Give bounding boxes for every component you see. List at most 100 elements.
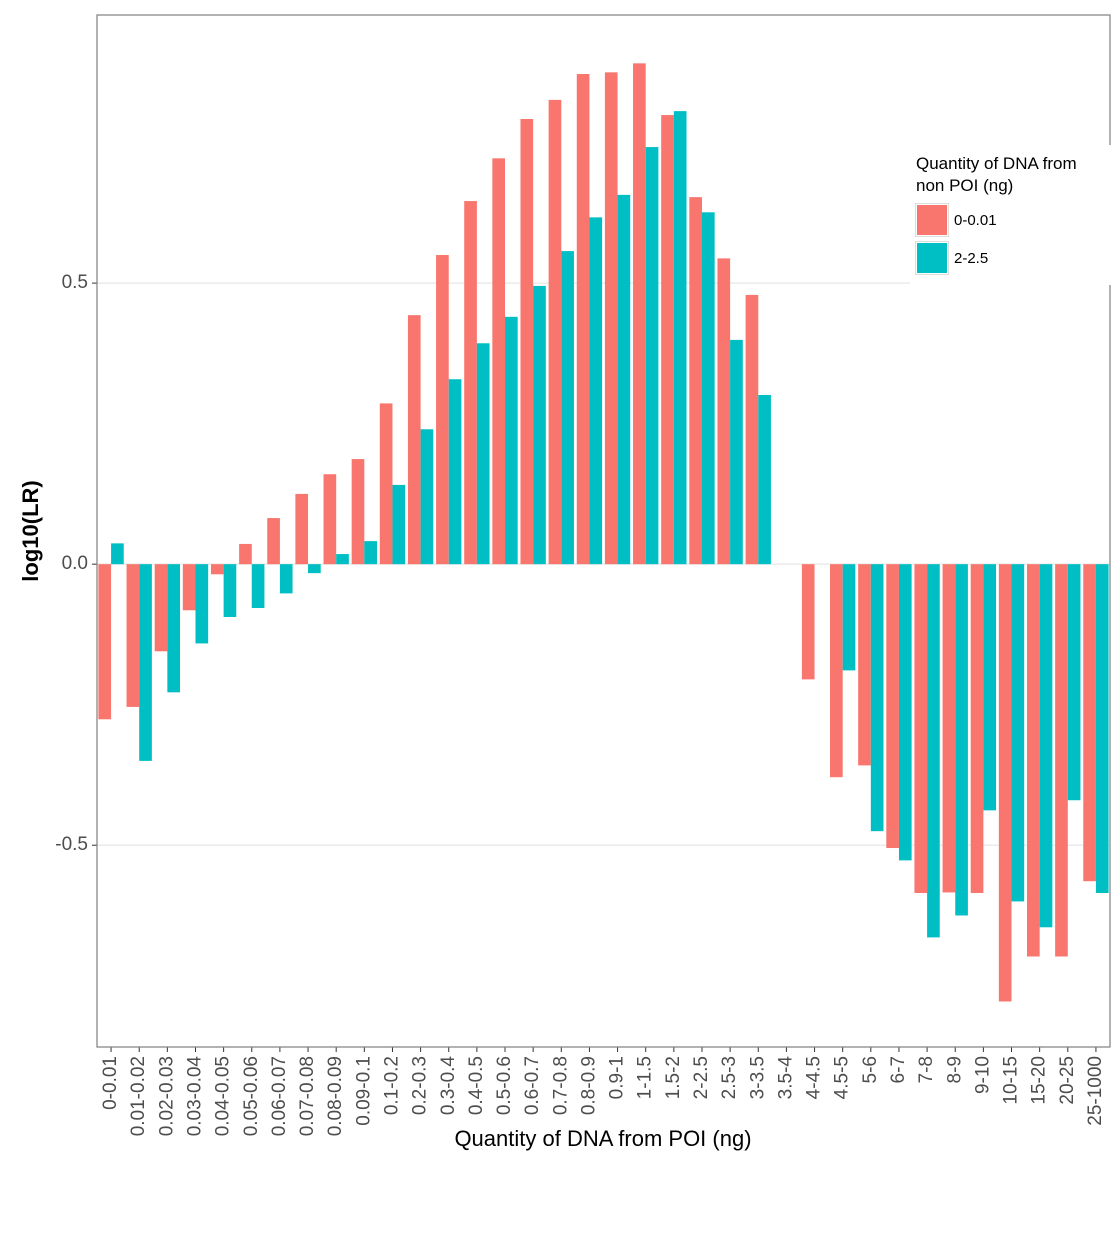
bar xyxy=(604,72,618,565)
bar xyxy=(998,564,1012,1002)
x-tick-label: 0.06-0.07 xyxy=(269,1056,290,1136)
bar xyxy=(1095,564,1109,893)
bar xyxy=(351,459,365,565)
bar xyxy=(689,197,702,565)
x-tick-label: 0-0.01 xyxy=(100,1056,121,1110)
bar xyxy=(983,564,997,811)
bar xyxy=(420,429,434,565)
x-tick-label: 15-20 xyxy=(1029,1056,1050,1105)
bar xyxy=(730,339,743,565)
bar xyxy=(182,564,196,611)
bar xyxy=(111,543,124,565)
x-tick-label: 1-1.5 xyxy=(635,1056,656,1099)
x-tick-label: 0.2-0.3 xyxy=(410,1056,431,1115)
bar xyxy=(126,564,140,707)
legend-item: 2-2.5 xyxy=(915,239,1113,277)
x-tick-label: 6-7 xyxy=(888,1056,909,1083)
bar xyxy=(661,115,674,565)
x-tick-label: 0.8-0.9 xyxy=(578,1056,599,1115)
x-tick-label: 4.5-5 xyxy=(832,1056,853,1099)
plot-border xyxy=(96,14,1111,1048)
x-tick-label: 2-2.5 xyxy=(691,1056,712,1099)
x-tick-label: 0.9-1 xyxy=(607,1056,628,1099)
bar xyxy=(98,564,112,720)
x-tick-label: 0.04-0.05 xyxy=(213,1056,234,1136)
x-tick-label: 10-15 xyxy=(1001,1056,1022,1105)
bar xyxy=(520,118,534,565)
x-tick-label: 0.08-0.09 xyxy=(325,1056,346,1136)
bar xyxy=(336,554,349,565)
bar xyxy=(886,564,899,849)
bar xyxy=(533,285,546,565)
x-tick-label: 25-1000 xyxy=(1085,1056,1106,1126)
bar xyxy=(154,564,168,652)
x-tick-label: 5-6 xyxy=(860,1056,881,1083)
bar xyxy=(842,564,856,671)
bar xyxy=(970,564,984,893)
bar xyxy=(379,403,393,565)
bar xyxy=(476,343,490,565)
y-tick-label: 0.0 xyxy=(62,553,88,574)
x-tick-label: 0.4-0.5 xyxy=(466,1056,487,1115)
x-tick-label: 0.07-0.08 xyxy=(297,1056,318,1136)
bar xyxy=(1067,564,1081,801)
bar xyxy=(239,543,252,565)
bar xyxy=(898,564,912,861)
bar xyxy=(561,251,574,565)
legend-item: 0-0.01 xyxy=(915,201,1113,239)
x-tick-label: 0.5-0.6 xyxy=(494,1056,515,1115)
bar xyxy=(858,564,871,766)
bar xyxy=(323,474,337,565)
x-tick-label: 0.3-0.4 xyxy=(438,1056,459,1116)
bar xyxy=(927,564,940,938)
bar xyxy=(548,99,562,565)
bar xyxy=(955,564,968,916)
x-tick-label: 1.5-2 xyxy=(663,1056,684,1099)
x-tick-label: 8-9 xyxy=(944,1056,965,1083)
bar xyxy=(1039,564,1053,928)
bar xyxy=(392,484,406,565)
x-tick-label: 3.5-4 xyxy=(775,1056,796,1100)
bar xyxy=(279,564,293,594)
x-tick-label: 4-4.5 xyxy=(804,1056,825,1099)
bar xyxy=(267,518,280,565)
bar xyxy=(492,158,506,565)
bar xyxy=(167,564,181,693)
bar xyxy=(717,258,731,565)
x-tick-label: 0.05-0.06 xyxy=(241,1056,262,1136)
y-tick-label: -0.5 xyxy=(55,834,88,855)
x-tick-label: 20-25 xyxy=(1057,1056,1078,1105)
bar xyxy=(801,564,815,680)
bar xyxy=(617,194,631,565)
bar xyxy=(942,564,956,893)
bar xyxy=(758,394,771,565)
x-tick-label: 0.03-0.04 xyxy=(185,1056,206,1137)
x-tick-label: 0.6-0.7 xyxy=(522,1056,543,1115)
legend-label: 0-0.01 xyxy=(954,211,997,229)
bar xyxy=(139,564,152,761)
bar xyxy=(407,315,421,565)
legend-label: 2-2.5 xyxy=(954,249,989,267)
bar xyxy=(436,255,449,565)
y-tick-label: 0.5 xyxy=(62,272,88,293)
bar xyxy=(830,564,843,778)
bar xyxy=(223,564,237,617)
bar xyxy=(308,564,321,574)
bar xyxy=(870,564,884,832)
x-tick-label: 0.09-0.1 xyxy=(353,1056,374,1126)
bar xyxy=(364,541,377,565)
bar xyxy=(589,217,603,565)
bar xyxy=(448,379,462,565)
bar xyxy=(1083,564,1096,882)
x-axis-title: Quantity of DNA from POI (ng) xyxy=(454,1126,751,1151)
bar xyxy=(195,564,209,644)
x-tick-label: 0.01-0.02 xyxy=(128,1056,149,1136)
x-tick-label: 9-10 xyxy=(972,1056,993,1094)
x-tick-label: 0.02-0.03 xyxy=(156,1056,177,1136)
bar xyxy=(505,316,518,565)
bar xyxy=(576,74,590,565)
legend-title: Quantity of DNA from non POI (ng) xyxy=(916,154,1077,195)
bar xyxy=(745,294,759,565)
x-tick-label: 3-3.5 xyxy=(747,1056,768,1099)
